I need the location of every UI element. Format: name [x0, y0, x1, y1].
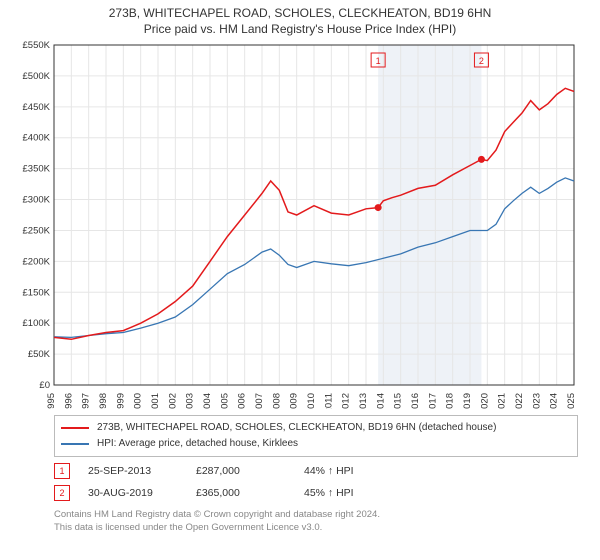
footer-line2: This data is licensed under the Open Gov…: [54, 522, 590, 534]
svg-text:2018: 2018: [445, 393, 456, 409]
legend: 273B, WHITECHAPEL ROAD, SCHOLES, CLECKHE…: [54, 415, 578, 457]
svg-text:2001: 2001: [150, 393, 161, 409]
svg-text:£350K: £350K: [23, 164, 51, 175]
svg-text:2013: 2013: [358, 393, 369, 409]
svg-text:1996: 1996: [63, 393, 74, 409]
svg-text:1997: 1997: [81, 393, 92, 409]
svg-text:2004: 2004: [202, 393, 213, 409]
svg-text:2024: 2024: [549, 393, 560, 409]
svg-text:2011: 2011: [323, 393, 334, 409]
svg-text:2023: 2023: [531, 393, 542, 409]
chart-title-line1: 273B, WHITECHAPEL ROAD, SCHOLES, CLECKHE…: [10, 6, 590, 22]
sale-date: 25-SEP-2013: [88, 465, 178, 477]
svg-text:2008: 2008: [271, 393, 282, 409]
svg-text:2025: 2025: [566, 393, 577, 409]
legend-swatch-property: [61, 427, 89, 429]
sale-delta: 45% ↑ HPI: [304, 487, 394, 499]
sales-list: 1 25-SEP-2013 £287,000 44% ↑ HPI 2 30-AUG-201…: [10, 463, 590, 501]
svg-text:2009: 2009: [289, 393, 300, 409]
legend-swatch-hpi: [61, 443, 89, 445]
legend-label-property: 273B, WHITECHAPEL ROAD, SCHOLES, CLECKHE…: [97, 420, 496, 436]
line-chart-svg: £0 £50K £100K £150K £200K £250K £300K £350K £400…: [10, 41, 590, 409]
sale-delta: 44% ↑ HPI: [304, 465, 394, 477]
svg-text:2002: 2002: [167, 393, 178, 409]
svg-text:£550K: £550K: [23, 41, 51, 51]
sale-marker-icon: 1: [54, 463, 70, 479]
svg-text:2: 2: [479, 56, 484, 66]
chart-title-line2: Price paid vs. HM Land Registry's House …: [10, 22, 590, 38]
chart-area: £0 £50K £100K £150K £200K £250K £300K £350K £400…: [10, 41, 590, 409]
sale-date: 30-AUG-2019: [88, 487, 178, 499]
svg-text:1995: 1995: [46, 393, 57, 409]
svg-text:2016: 2016: [410, 393, 421, 409]
legend-item-hpi: HPI: Average price, detached house, Kirk…: [61, 436, 571, 452]
footer: Contains HM Land Registry data © Crown c…: [54, 509, 590, 534]
footer-line1: Contains HM Land Registry data © Crown c…: [54, 509, 590, 521]
sale-price: £287,000: [196, 465, 286, 477]
svg-text:1998: 1998: [98, 393, 109, 409]
svg-text:£100K: £100K: [23, 318, 51, 329]
svg-text:2006: 2006: [237, 393, 248, 409]
svg-text:£500K: £500K: [23, 71, 51, 82]
legend-label-hpi: HPI: Average price, detached house, Kirk…: [97, 436, 298, 452]
svg-text:£450K: £450K: [23, 102, 51, 113]
svg-text:1999: 1999: [115, 393, 126, 409]
svg-text:2017: 2017: [427, 393, 438, 409]
svg-text:2019: 2019: [462, 393, 473, 409]
svg-text:2015: 2015: [393, 393, 404, 409]
svg-text:2010: 2010: [306, 393, 317, 409]
svg-text:1: 1: [376, 56, 381, 66]
svg-text:2000: 2000: [133, 393, 144, 409]
svg-text:2014: 2014: [375, 393, 386, 409]
svg-text:2021: 2021: [497, 393, 508, 409]
svg-text:2012: 2012: [341, 393, 352, 409]
svg-text:£250K: £250K: [23, 226, 51, 237]
svg-text:2007: 2007: [254, 393, 265, 409]
svg-text:£50K: £50K: [28, 349, 51, 360]
svg-text:£300K: £300K: [23, 195, 51, 206]
svg-text:2005: 2005: [219, 393, 230, 409]
svg-text:£150K: £150K: [23, 287, 51, 298]
svg-text:£200K: £200K: [23, 257, 51, 268]
svg-text:2020: 2020: [479, 393, 490, 409]
sale-marker-icon: 2: [54, 485, 70, 501]
legend-item-property: 273B, WHITECHAPEL ROAD, SCHOLES, CLECKHE…: [61, 420, 571, 436]
svg-text:2003: 2003: [185, 393, 196, 409]
sale-price: £365,000: [196, 487, 286, 499]
svg-text:£400K: £400K: [23, 133, 51, 144]
sale-row: 1 25-SEP-2013 £287,000 44% ↑ HPI: [54, 463, 590, 479]
svg-text:2022: 2022: [514, 393, 525, 409]
sale-row: 2 30-AUG-2019 £365,000 45% ↑ HPI: [54, 485, 590, 501]
svg-text:£0: £0: [39, 380, 50, 391]
